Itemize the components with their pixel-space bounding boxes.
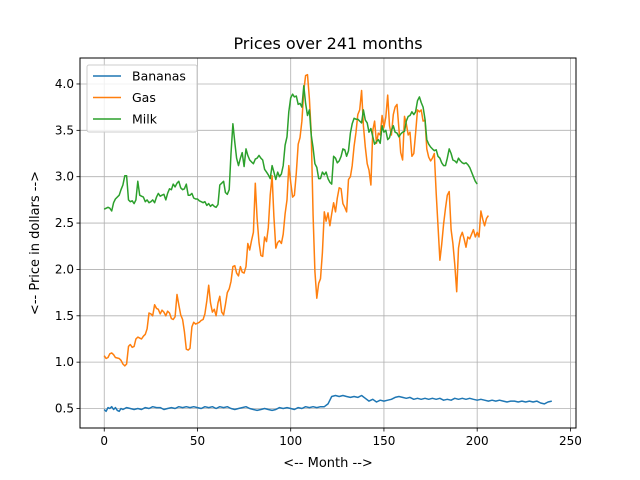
legend-box: [86, 64, 198, 133]
x-axis-label: <-- Month -->: [283, 456, 373, 471]
y-tick-label: 2.5: [55, 216, 74, 230]
plot-frame: [79, 57, 577, 429]
x-tick-label: 100: [279, 434, 302, 448]
grid: [80, 58, 576, 428]
chart-title: Prices over 241 months: [233, 34, 422, 53]
y-tick-label: 4.0: [55, 77, 74, 91]
x-tick-label: 50: [190, 434, 205, 448]
series-line-milk: [103, 85, 478, 212]
y-tick-label: 1.5: [55, 309, 74, 323]
x-tick-label: 200: [466, 434, 489, 448]
series-layer: [103, 73, 552, 413]
y-tick-label: 3.0: [55, 170, 74, 184]
series-line-bananas: [103, 394, 552, 413]
y-tick-label: 2.0: [55, 262, 74, 276]
legend-label-bananas: Bananas: [132, 69, 186, 84]
axis-ticks: 0 50 100 150 200 250 0.5 1.0 1.5 2.0 2.5 3.0 3.5 4.0: [55, 77, 582, 448]
x-tick-label: 250: [559, 434, 582, 448]
x-tick-label: 0: [100, 434, 108, 448]
y-axis-label: <-- Price in dollars -->: [28, 171, 43, 315]
legend: Bananas Gas Milk: [86, 64, 198, 133]
legend-label-gas: Gas: [132, 90, 156, 105]
x-tick-label: 150: [372, 434, 395, 448]
y-tick-label: 1.0: [55, 355, 74, 369]
legend-label-milk: Milk: [132, 112, 158, 127]
y-tick-label: 0.5: [55, 402, 74, 416]
y-tick-label: 3.5: [55, 123, 74, 137]
